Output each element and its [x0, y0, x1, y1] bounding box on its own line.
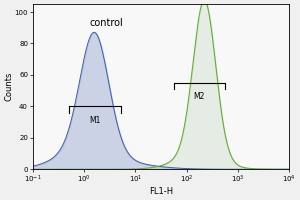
- Text: control: control: [89, 18, 123, 28]
- Text: M1: M1: [89, 116, 100, 125]
- X-axis label: FL1-H: FL1-H: [149, 187, 173, 196]
- Y-axis label: Counts: Counts: [4, 72, 13, 101]
- Text: M2: M2: [194, 92, 205, 101]
